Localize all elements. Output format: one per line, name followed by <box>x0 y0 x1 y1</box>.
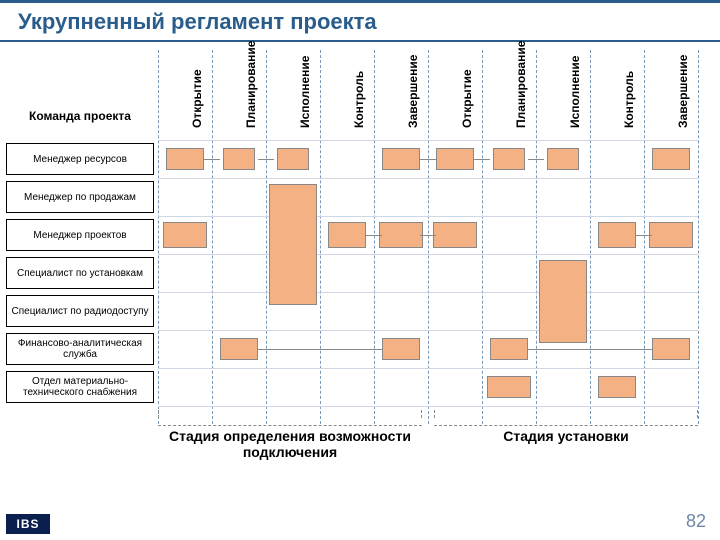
row-label: Специалист по установкам <box>6 257 154 289</box>
activity-block <box>652 338 690 361</box>
row-label: Менеджер проектов <box>6 219 154 251</box>
row-label: Специалист по радиодоступу <box>6 295 154 327</box>
grid-hline <box>158 292 698 293</box>
activity-block <box>649 222 692 249</box>
connector <box>258 349 382 350</box>
grid-hline <box>158 330 698 331</box>
row-label: Финансово-аналитическая служба <box>6 333 154 365</box>
activity-block <box>382 148 420 171</box>
activity-block <box>328 222 366 249</box>
grid-hline <box>158 216 698 217</box>
activity-block <box>379 222 422 249</box>
activity-block <box>223 148 255 171</box>
column-label: Контроль <box>622 71 636 128</box>
page-number: 82 <box>686 511 706 532</box>
row-header: Команда проекта <box>6 100 154 134</box>
row-label: Менеджер ресурсов <box>6 143 154 175</box>
activity-block <box>487 376 530 399</box>
column-label: Планирование <box>244 41 258 128</box>
column-label: Контроль <box>352 71 366 128</box>
grid-hline <box>158 368 698 369</box>
connector <box>204 159 220 160</box>
grid-vline <box>698 50 699 424</box>
stage-brace <box>158 418 422 426</box>
grid-hline <box>158 254 698 255</box>
column-label: Исполнение <box>568 56 582 128</box>
stage-brace <box>434 418 698 426</box>
row-label: Менеджер по продажам <box>6 181 154 213</box>
column-label: Открытие <box>190 69 204 128</box>
activity-block <box>539 260 588 344</box>
connector <box>636 235 652 236</box>
column-label: Открытие <box>460 69 474 128</box>
activity-block <box>652 148 690 171</box>
swimlane-chart: ОткрытиеПланированиеИсполнениеКонтрольЗа… <box>0 50 720 490</box>
activity-block <box>382 338 420 361</box>
activity-block <box>436 148 474 171</box>
activity-block <box>269 184 318 306</box>
activity-block <box>493 148 525 171</box>
connector <box>420 235 436 236</box>
stage-label: Стадия установки <box>434 428 698 444</box>
logo: IBS <box>6 514 50 534</box>
grid-hline <box>158 406 698 407</box>
activity-block <box>598 376 636 399</box>
activity-block <box>547 148 579 171</box>
grid-hline <box>158 140 698 141</box>
title-bar: Укрупненный регламент проекта <box>0 0 720 42</box>
slide-title: Укрупненный регламент проекта <box>18 9 377 35</box>
connector <box>528 159 544 160</box>
activity-block <box>598 222 636 249</box>
connector <box>420 159 436 160</box>
connector <box>366 235 382 236</box>
activity-block <box>220 338 258 361</box>
column-label: Завершение <box>676 55 690 128</box>
connector <box>258 159 274 160</box>
activity-block <box>433 222 476 249</box>
row-label: Отдел материально-технического снабжения <box>6 371 154 403</box>
column-label: Планирование <box>514 41 528 128</box>
column-label: Завершение <box>406 55 420 128</box>
column-label: Исполнение <box>298 56 312 128</box>
slide: Укрупненный регламент проекта Открытие Пл… <box>0 0 720 540</box>
connector <box>528 349 652 350</box>
activity-block <box>490 338 528 361</box>
grid-hline <box>158 178 698 179</box>
activity-block <box>163 222 206 249</box>
activity-block <box>166 148 204 171</box>
activity-block <box>277 148 309 171</box>
connector <box>474 159 490 160</box>
stage-label: Стадия определения возможности подключен… <box>158 428 422 460</box>
